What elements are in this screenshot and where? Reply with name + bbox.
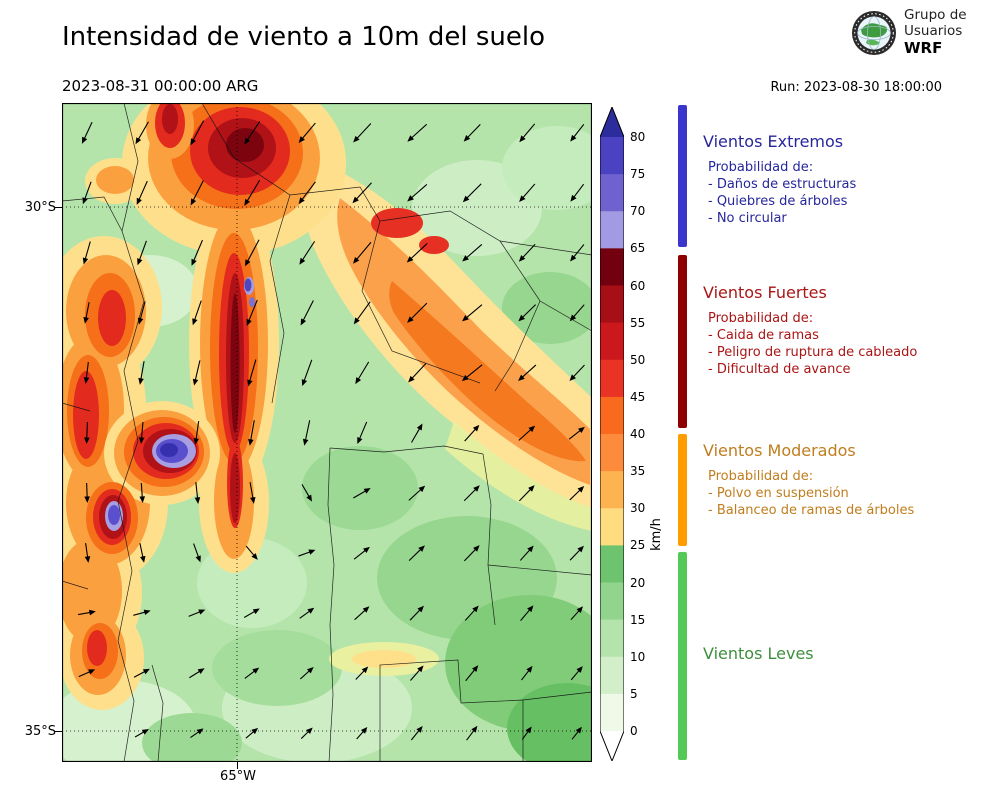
colorbar-tick: 55	[630, 316, 646, 330]
legend-title-fuertes: Vientos Fuertes	[703, 283, 827, 302]
colorbar-tick: 50	[630, 353, 646, 367]
colorbar-tick: 5	[630, 687, 638, 701]
legend-body-extremos: Probabilidad de: - Daños de estructuras …	[708, 160, 995, 228]
colorbar-bar	[600, 107, 624, 761]
lat-tick-label-30s: 30°S	[24, 200, 56, 215]
lat-tick-mark-35s	[54, 731, 62, 732]
map-frame	[62, 103, 592, 762]
legend-bar-moderados	[678, 434, 687, 546]
lat-tick-label-35s: 35°S	[24, 724, 56, 739]
graticule-lines	[62, 103, 592, 762]
legend-bar-extremos	[678, 105, 687, 247]
logo-line-1: Grupo de	[904, 7, 967, 23]
legend-item: - Peligro de ruptura de cableado	[708, 344, 918, 360]
logo-line-2: Usuarios	[904, 22, 963, 39]
colorbar-tick: 75	[630, 167, 646, 181]
colorbar-tick: 20	[630, 576, 646, 590]
valid-time-label: 2023-08-31 00:00:00 ARG	[62, 77, 259, 95]
colorbar: 80 75 70 65 60 55 50 45 40 35 30 25 20 1…	[600, 107, 720, 767]
wind-intensity-map	[62, 103, 592, 762]
colorbar-tick: 10	[630, 650, 646, 664]
legend-title-extremos: Vientos Extremos	[703, 132, 844, 151]
colorbar-tick: 65	[630, 241, 646, 255]
colorbar-tick: 45	[630, 390, 646, 404]
wrf-users-group-logo: Grupo de Usuarios WRF	[851, 7, 967, 58]
colorbar-under-arrow	[600, 731, 624, 761]
page-title: Intensidad de viento a 10m del suelo	[62, 22, 546, 52]
logo-line-3: WRF	[904, 38, 943, 57]
colorbar-tick: 80	[630, 130, 646, 144]
lon-tick-mark-65w	[237, 762, 238, 769]
colorbar-tick: 40	[630, 427, 646, 441]
globe-icon	[852, 10, 896, 55]
logo-text: Grupo de Usuarios WRF	[904, 7, 967, 58]
colorbar-unit-label: km/h	[648, 518, 664, 551]
legend-section-fuertes: Vientos Fuertes Probabilidad de: - Caida…	[703, 283, 995, 379]
legend-bar-fuertes	[678, 255, 687, 428]
colorbar-tick: 0	[630, 724, 638, 738]
legend-body-fuertes: Probabilidad de: - Caida de ramas - Peli…	[708, 311, 995, 379]
legend-section-moderados: Vientos Moderados Probabilidad de: - Pol…	[703, 441, 995, 520]
lat-tick-mark-30s	[54, 207, 62, 208]
intensity-field	[62, 103, 592, 762]
legend-prob-label: Probabilidad de:	[708, 311, 814, 326]
colorbar-tick: 25	[630, 538, 646, 552]
wind-arrows-layer	[78, 120, 585, 741]
colorbar-segments	[600, 137, 624, 732]
legend-item: - Polvo en suspensión	[708, 485, 849, 501]
legend-item: - Balanceo de ramas de árboles	[708, 502, 915, 518]
legend-prob-label: Probabilidad de:	[708, 469, 814, 484]
legend-item: - Quiebres de árboles	[708, 193, 848, 209]
colorbar-tick: 70	[630, 204, 646, 218]
legend-item: - No circular	[708, 210, 787, 226]
province-borders	[62, 103, 592, 762]
colorbar-tick: 35	[630, 464, 646, 478]
colorbar-tick: 30	[630, 501, 646, 515]
legend-section-leves: Vientos Leves	[703, 644, 995, 663]
legend-item: - Caida de ramas	[708, 327, 819, 343]
run-time-label: Run: 2023-08-30 18:00:00	[770, 80, 942, 95]
legend-bar-leves	[678, 552, 687, 760]
colorbar-tick: 60	[630, 279, 646, 293]
colorbar-tick: 15	[630, 613, 646, 627]
legend-title-moderados: Vientos Moderados	[703, 441, 856, 460]
legend-item: - Daños de estructuras	[708, 176, 857, 192]
lon-tick-label-65w: 65°W	[220, 769, 256, 784]
legend-prob-label: Probabilidad de:	[708, 160, 814, 175]
map-canvas	[62, 103, 592, 762]
colorbar-over-arrow	[600, 107, 624, 137]
legend-title-leves: Vientos Leves	[703, 644, 814, 663]
legend-body-moderados: Probabilidad de: - Polvo en suspensión -…	[708, 469, 995, 520]
legend-item: - Dificultad de avance	[708, 361, 851, 377]
legend-section-extremos: Vientos Extremos Probabilidad de: - Daño…	[703, 132, 995, 228]
